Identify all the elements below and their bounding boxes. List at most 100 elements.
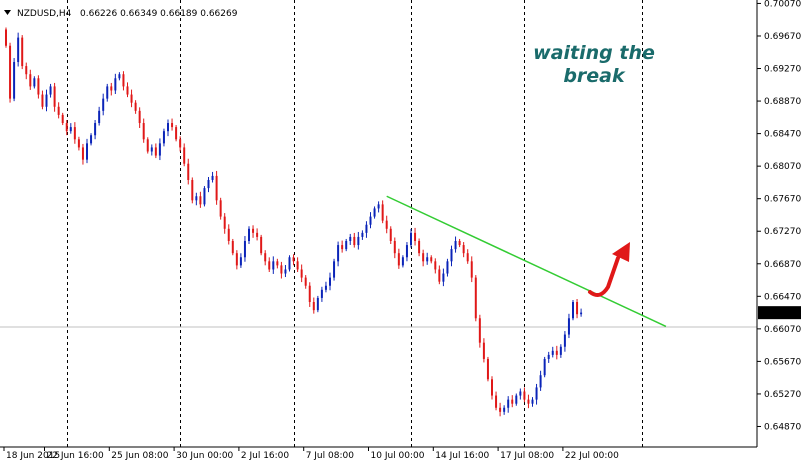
candle-62 bbox=[256, 228, 259, 241]
candle-15 bbox=[65, 120, 68, 136]
x-tick-label-6: 10 Jul 00:00 bbox=[371, 451, 425, 461]
candle-84 bbox=[345, 238, 348, 252]
candle-55 bbox=[227, 224, 230, 245]
candle-35 bbox=[146, 137, 149, 154]
candle-110 bbox=[450, 245, 453, 267]
candle-29 bbox=[122, 71, 125, 91]
candle-64 bbox=[264, 250, 267, 266]
candle-128 bbox=[523, 387, 526, 403]
candle-136 bbox=[555, 345, 558, 360]
x-tick-label-7: 14 Jul 16:00 bbox=[435, 451, 489, 461]
candle-89 bbox=[365, 221, 368, 238]
dropdown-triangle-icon[interactable] bbox=[4, 10, 11, 15]
breakout-arrow bbox=[588, 256, 620, 298]
y-tick-label-5: 0.68070 bbox=[764, 162, 801, 172]
candle-52 bbox=[215, 170, 218, 205]
candle-44 bbox=[183, 143, 186, 167]
candle-26 bbox=[110, 82, 113, 96]
candle-53 bbox=[219, 197, 222, 220]
candle-9 bbox=[41, 90, 44, 110]
candle-24 bbox=[102, 93, 105, 116]
candle-56 bbox=[231, 238, 234, 256]
candle-12 bbox=[53, 82, 56, 112]
candle-74 bbox=[304, 275, 307, 289]
candle-49 bbox=[203, 186, 206, 207]
candle-134 bbox=[547, 351, 550, 363]
x-tick-label-8: 17 Jul 08:00 bbox=[500, 451, 554, 461]
annotation-line-2: break bbox=[563, 65, 626, 87]
candle-82 bbox=[337, 241, 340, 267]
candle-87 bbox=[357, 231, 360, 250]
candle-22 bbox=[94, 120, 97, 140]
x-tick-label-9: 22 Jul 00:00 bbox=[565, 451, 619, 461]
header-ohlc: 0.66226 0.66349 0.66189 0.66269 bbox=[80, 9, 238, 19]
candle-67 bbox=[276, 258, 279, 269]
candle-77 bbox=[316, 295, 319, 313]
candle-119 bbox=[486, 356, 489, 382]
x-tick-label-4: 2 Jul 16:00 bbox=[241, 451, 290, 461]
header-symbol: NZDUSD,H4 bbox=[17, 9, 72, 19]
candle-97 bbox=[397, 248, 400, 269]
candle-72 bbox=[296, 257, 299, 272]
y-tick-label-9: 0.66470 bbox=[764, 292, 801, 302]
candle-51 bbox=[211, 171, 214, 183]
time-axis-area bbox=[0, 447, 802, 465]
price-tag-value: 0.66269 bbox=[763, 309, 800, 319]
candle-91 bbox=[373, 206, 376, 219]
price-axis-area bbox=[757, 0, 802, 465]
candle-20 bbox=[86, 138, 88, 164]
y-tick-label-6: 0.67670 bbox=[764, 195, 801, 205]
candle-1 bbox=[9, 42, 12, 103]
candle-107 bbox=[438, 265, 441, 285]
candle-30 bbox=[126, 82, 129, 98]
candle-58 bbox=[239, 253, 242, 268]
y-tick-label-11: 0.65670 bbox=[764, 357, 801, 367]
candle-43 bbox=[179, 136, 182, 152]
candle-66 bbox=[272, 256, 275, 274]
current-price-tag: 0.66269 bbox=[758, 306, 801, 320]
candle-16 bbox=[69, 123, 72, 134]
y-tick-label-2: 0.69270 bbox=[764, 65, 801, 75]
candle-92 bbox=[377, 201, 380, 213]
candle-138 bbox=[563, 331, 566, 352]
candle-88 bbox=[361, 230, 364, 240]
y-tick-label-8: 0.66870 bbox=[764, 260, 801, 270]
candle-8 bbox=[37, 75, 40, 99]
candle-0 bbox=[5, 27, 7, 48]
candle-45 bbox=[187, 158, 190, 185]
candle-104 bbox=[426, 252, 429, 265]
candle-114 bbox=[466, 249, 469, 264]
candle-95 bbox=[389, 226, 392, 245]
candle-109 bbox=[446, 258, 449, 277]
candle-71 bbox=[292, 254, 295, 266]
candle-105 bbox=[430, 255, 433, 264]
chart-header: NZDUSD,H4 0.66226 0.66349 0.66189 0.6626… bbox=[4, 9, 238, 19]
candle-5 bbox=[25, 62, 28, 80]
candle-19 bbox=[81, 143, 84, 165]
candle-6 bbox=[29, 69, 32, 90]
candle-17 bbox=[73, 122, 76, 144]
candle-96 bbox=[393, 237, 396, 259]
candle-73 bbox=[300, 264, 303, 283]
candle-18 bbox=[77, 136, 80, 151]
candle-76 bbox=[312, 297, 315, 314]
candle-99 bbox=[405, 242, 408, 262]
candle-65 bbox=[268, 257, 271, 272]
candle-132 bbox=[539, 370, 542, 391]
candle-94 bbox=[385, 215, 388, 234]
y-tick-label-7: 0.67270 bbox=[764, 227, 801, 237]
candle-28 bbox=[118, 72, 121, 81]
candle-137 bbox=[559, 344, 562, 358]
candle-102 bbox=[418, 238, 421, 257]
candle-142 bbox=[580, 308, 583, 317]
candle-11 bbox=[49, 83, 52, 98]
candle-123 bbox=[503, 405, 506, 415]
candle-32 bbox=[134, 100, 137, 114]
candle-40 bbox=[167, 119, 169, 137]
candle-47 bbox=[195, 192, 198, 206]
candle-38 bbox=[158, 138, 161, 161]
candle-131 bbox=[535, 383, 538, 405]
candle-90 bbox=[369, 212, 372, 229]
